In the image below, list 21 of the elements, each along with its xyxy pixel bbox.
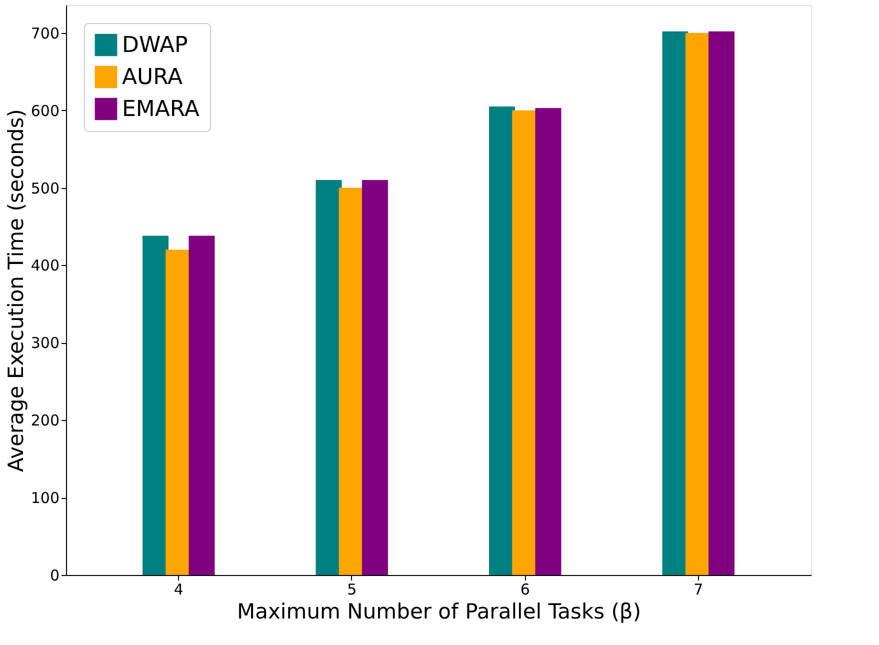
y-tick-label: 300: [30, 334, 60, 352]
y-tick-label: 700: [30, 24, 60, 42]
y-tick-label: 500: [30, 179, 60, 198]
bar: [535, 108, 562, 575]
y-tick-label: 400: [30, 256, 60, 275]
y-tick-label: 600: [30, 102, 60, 120]
x-tick-label: 5: [347, 580, 357, 598]
legend-label: AURA: [122, 65, 183, 90]
x-tick-label: 4: [174, 580, 184, 598]
bar: [362, 180, 388, 575]
bar: [708, 31, 734, 575]
x-axis-title: Maximum Number of Parallel Tasks (β): [236, 600, 642, 624]
y-tick-label: 200: [30, 412, 60, 430]
legend-label: EMARA: [122, 97, 200, 122]
y-tick-label: 0: [50, 566, 60, 584]
y-tick-label: 100: [30, 489, 60, 508]
x-tick-label: 7: [694, 580, 704, 598]
x-tick-label: 6: [520, 580, 530, 598]
legend-label: DWAP: [122, 33, 188, 58]
y-axis-title: Average Execution Time (seconds): [4, 109, 28, 472]
bar: [188, 236, 215, 575]
